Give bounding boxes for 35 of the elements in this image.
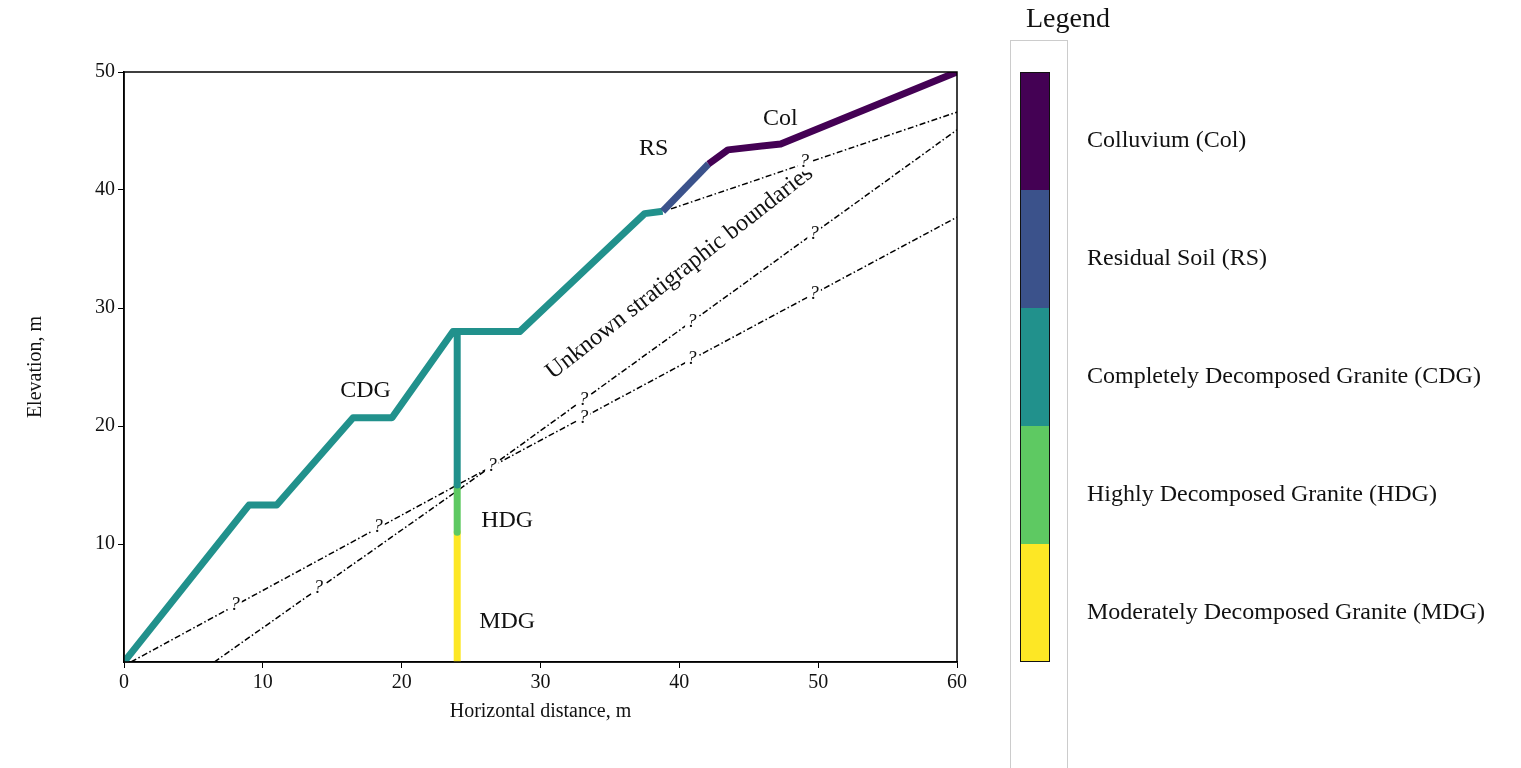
x-tick-label: 0: [119, 670, 129, 693]
text: Completely Decomposed Granite (CDG): [1087, 360, 1482, 390]
x-tick-label: 20: [391, 670, 412, 693]
annotation: HDG: [481, 505, 534, 532]
x-tick-label: 10: [252, 670, 273, 693]
x-tick-label: 50: [808, 670, 829, 693]
x-tick-label: 40: [669, 670, 690, 693]
annotation: ?: [313, 575, 324, 597]
annotation: ?: [487, 454, 498, 476]
y-tick-label: 10: [95, 531, 115, 554]
x-tick-label: 60: [947, 670, 967, 693]
legend-title: Legend: [1026, 2, 1110, 34]
text: Moderately Decomposed Granite (MDG): [1087, 596, 1486, 626]
annotation: ?: [687, 346, 698, 368]
y-axis-title: Elevation, m: [23, 315, 46, 419]
y-tick-label: 50: [95, 59, 115, 82]
annotation: CDG: [340, 375, 391, 402]
annotation: ?: [578, 388, 589, 410]
y-tick-label: 30: [95, 295, 115, 318]
annotation: Col: [763, 104, 799, 131]
annotation: ?: [578, 405, 589, 427]
y-tick-label: 40: [95, 177, 115, 200]
text: Residual Soil (RS): [1087, 242, 1268, 272]
y-tick-label: 20: [95, 413, 115, 436]
x-axis-title: Horizontal distance, m: [449, 699, 632, 722]
text: Highly Decomposed Granite (HDG): [1087, 478, 1438, 508]
annotation: RS: [639, 134, 669, 160]
annotation: ?: [809, 221, 820, 243]
annotation: ?: [230, 593, 241, 615]
x-tick-label: 30: [530, 670, 551, 693]
annotation: ?: [373, 515, 384, 537]
text: Colluvium (Col): [1087, 124, 1248, 154]
annotation: MDG: [479, 607, 536, 634]
annotation: ?: [799, 149, 810, 171]
annotation: ?: [809, 281, 820, 303]
